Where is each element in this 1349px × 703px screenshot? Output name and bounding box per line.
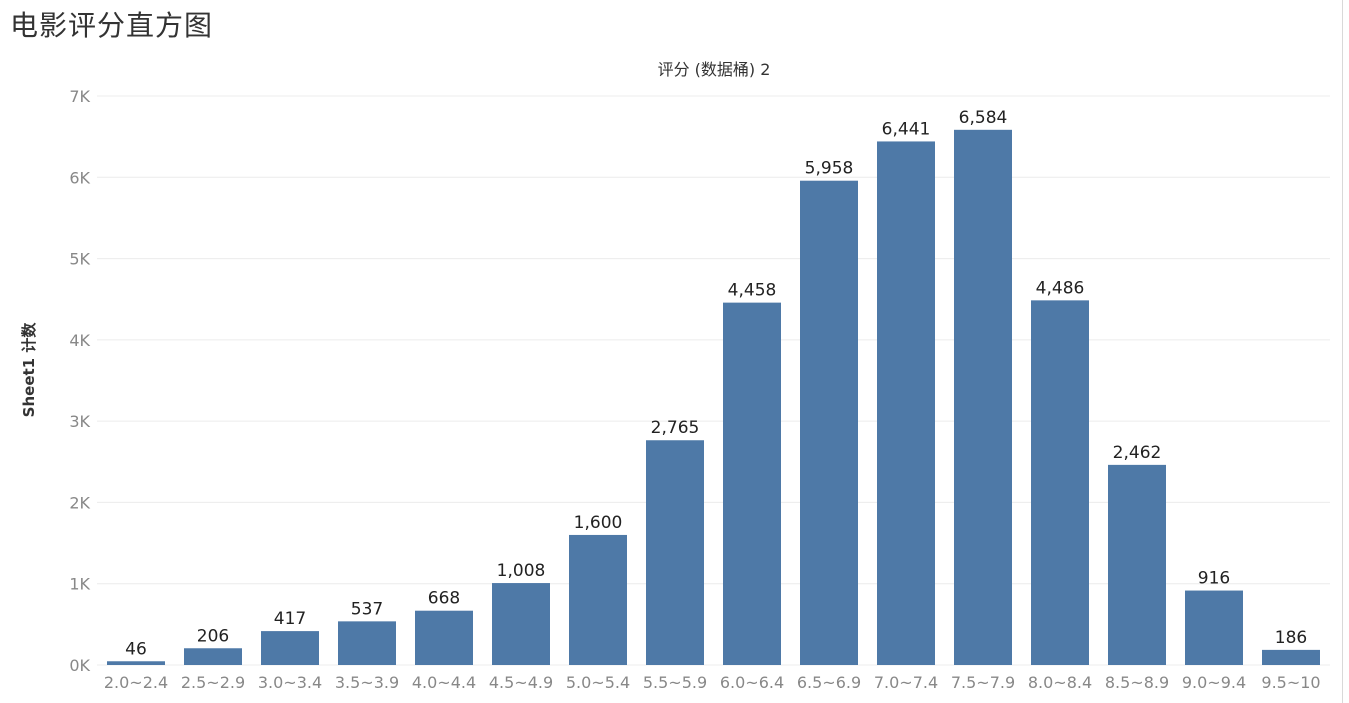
x-tick-label: 7.5~7.9 — [951, 673, 1015, 692]
bar-value-label: 1,008 — [497, 561, 546, 581]
y-axis-ticks: 0K 1K 2K 3K 4K 5K 6K 7K — [69, 87, 90, 675]
y-axis-label: Sheet1 计数 — [20, 322, 38, 418]
y-tick-label: 6K — [69, 168, 90, 187]
bar[interactable] — [646, 440, 704, 665]
bar-value-label: 4,458 — [728, 281, 777, 301]
bar[interactable] — [184, 648, 242, 665]
bars — [107, 129, 1320, 666]
bar[interactable] — [1185, 590, 1243, 665]
panel-border — [1342, 0, 1343, 703]
bar-value-label: 6,584 — [959, 108, 1008, 128]
bar-value-labels: 46 206 417 537 668 1,008 1,600 2,765 4,458 5,958 6… — [125, 108, 1307, 659]
bar[interactable] — [954, 129, 1012, 666]
bar-value-label: 186 — [1275, 628, 1307, 648]
x-tick-label: 2.0~2.4 — [104, 673, 168, 692]
x-tick-label: 2.5~2.9 — [181, 673, 245, 692]
bar[interactable] — [877, 141, 935, 665]
bar-value-label: 4,486 — [1036, 278, 1085, 298]
x-tick-label: 8.0~8.4 — [1028, 673, 1092, 692]
bar-value-label: 5,958 — [805, 159, 854, 179]
y-tick-label: 7K — [69, 87, 90, 106]
bar[interactable] — [1031, 300, 1089, 665]
x-tick-label: 6.5~6.9 — [797, 673, 861, 692]
bar-value-label: 1,600 — [574, 513, 623, 533]
x-tick-label: 7.0~7.4 — [874, 673, 938, 692]
x-tick-label: 3.5~3.9 — [335, 673, 399, 692]
y-tick-label: 5K — [69, 250, 90, 269]
bar[interactable] — [338, 621, 396, 665]
y-tick-label: 1K — [69, 575, 90, 594]
x-tick-label: 5.0~5.4 — [566, 673, 630, 692]
page-title: 电影评分直方图 — [10, 9, 214, 42]
bar[interactable] — [569, 534, 627, 665]
bar-value-label: 206 — [197, 626, 229, 646]
x-tick-label: 9.5~10 — [1261, 673, 1320, 692]
chart-title: 评分 (数据桶) 2 — [658, 60, 771, 79]
bar-value-label: 417 — [274, 609, 306, 629]
x-tick-label: 4.0~4.4 — [412, 673, 476, 692]
x-axis-ticks: 2.0~2.4 2.5~2.9 3.0~3.4 3.5~3.9 4.0~4.4 4.5~4… — [104, 673, 1321, 692]
x-tick-label: 9.0~9.4 — [1182, 673, 1246, 692]
x-tick-label: 5.5~5.9 — [643, 673, 707, 692]
x-tick-label: 3.0~3.4 — [258, 673, 322, 692]
bar-value-label: 2,765 — [651, 418, 700, 438]
bar[interactable] — [800, 180, 858, 665]
y-tick-label: 4K — [69, 331, 90, 350]
x-tick-label: 8.5~8.9 — [1105, 673, 1169, 692]
bar[interactable] — [1108, 464, 1166, 665]
x-tick-label: 6.0~6.4 — [720, 673, 784, 692]
bar[interactable] — [1262, 649, 1320, 665]
bar[interactable] — [107, 661, 165, 665]
bar-value-label: 6,441 — [882, 119, 931, 139]
x-tick-label: 4.5~4.9 — [489, 673, 553, 692]
bar-value-label: 2,462 — [1113, 443, 1162, 463]
bar-value-label: 668 — [428, 589, 460, 609]
bar-value-label: 46 — [125, 639, 147, 659]
bar[interactable] — [492, 583, 550, 665]
bar[interactable] — [415, 610, 473, 665]
bar-value-label: 916 — [1198, 569, 1230, 589]
bar[interactable] — [723, 302, 781, 665]
bar-value-label: 537 — [351, 599, 383, 619]
y-tick-label: 0K — [69, 656, 90, 675]
y-tick-label: 3K — [69, 412, 90, 431]
bar[interactable] — [261, 631, 319, 665]
y-tick-label: 2K — [69, 493, 90, 512]
